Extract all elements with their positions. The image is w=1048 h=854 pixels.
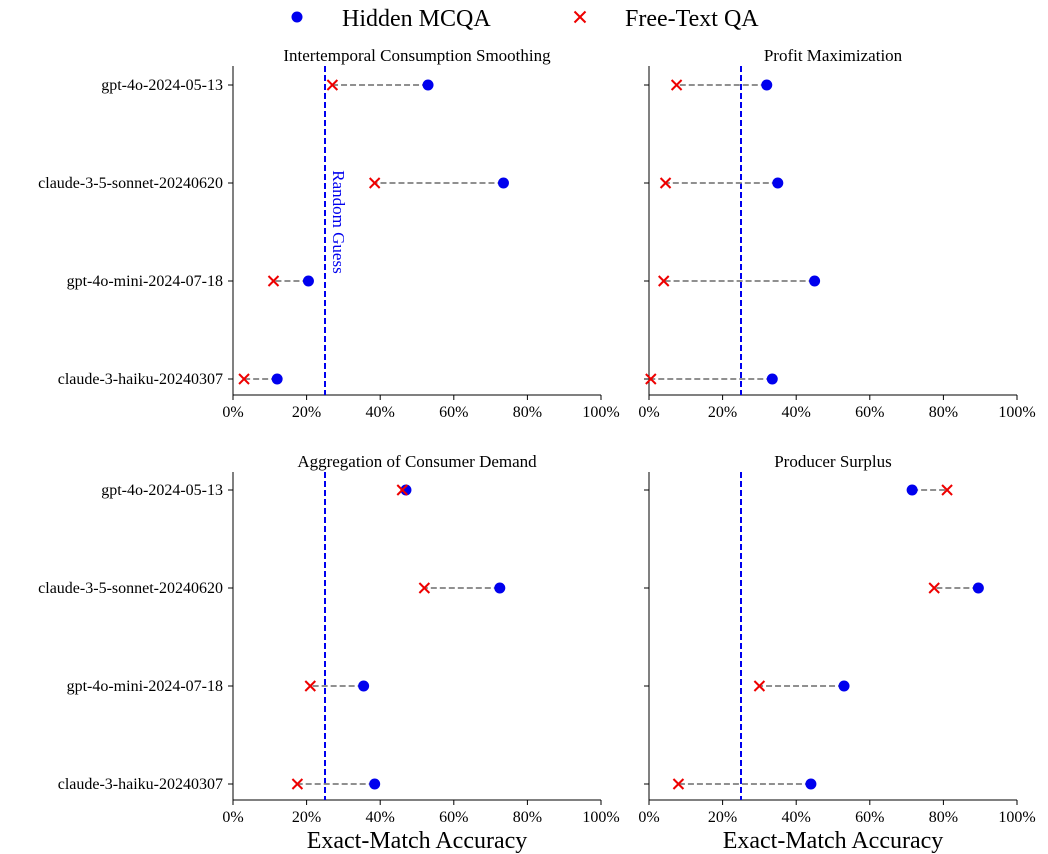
panel-1: Intertemporal Consumption Smoothing 0% 20%… — [38, 46, 620, 421]
point-free-text-qa — [238, 373, 250, 385]
category-label: gpt-4o-mini-2024-07-18 — [67, 273, 223, 290]
point-free-text-qa-stroke — [941, 484, 953, 496]
panel-3: Aggregation of Consumer Demand 0% 20% 40% 60… — [38, 452, 620, 854]
point-hidden-mcqa — [400, 484, 412, 496]
category-label: claude-3-5-sonnet-20240620 — [38, 580, 223, 597]
legend: Hidden MCQA Free-Text QA — [291, 6, 759, 32]
category-label: claude-3-haiku-20240307 — [58, 776, 223, 793]
x-tick-label: 40% — [366, 404, 395, 421]
point-free-text-qa — [645, 373, 657, 385]
x-tick-label: 80% — [929, 809, 958, 826]
point-hidden-mcqa — [906, 484, 918, 496]
panel-2: Profit Maximization 0% 20% 40% 60% 80% 100% — [638, 46, 1035, 421]
point-free-text-qa — [326, 79, 339, 91]
x-tick-label: 20% — [708, 404, 737, 421]
panels: Intertemporal Consumption Smoothing 0% 20%… — [38, 46, 1036, 854]
category-label: gpt-4o-2024-05-13 — [101, 482, 223, 499]
x-tick-label: 80% — [513, 809, 542, 826]
x-tick-label: 60% — [439, 404, 468, 421]
point-free-text-qa — [291, 778, 304, 790]
x-tick-label: 20% — [292, 809, 321, 826]
x-tick-label: 80% — [929, 404, 958, 421]
point-hidden-mcqa — [772, 177, 784, 189]
legend-label-free-text-qa: Free-Text QA — [625, 6, 759, 32]
x-tick-label: 100% — [582, 404, 619, 421]
point-hidden-mcqa — [809, 275, 821, 287]
x-axis-label: Exact-Match Accuracy — [307, 828, 528, 854]
point-free-text-qa-stroke — [670, 79, 683, 91]
point-free-text-qa-stroke — [659, 177, 672, 189]
category-label: gpt-4o-mini-2024-07-18 — [67, 678, 223, 695]
point-free-text-qa-stroke — [672, 778, 685, 790]
x-tick-label: 0% — [638, 809, 659, 826]
random-guess-annotation: Random Guess — [329, 170, 348, 273]
legend-marker-hidden-mcqa — [291, 11, 303, 23]
panel-4: Producer Surplus 0% 20% 40% 60% 80% 100% Exact-… — [638, 452, 1035, 854]
point-hidden-mcqa — [972, 582, 984, 594]
point-free-text-qa — [396, 484, 408, 496]
panel-title: Intertemporal Consumption Smoothing — [283, 46, 551, 65]
point-hidden-mcqa — [422, 79, 434, 91]
x-tick-label: 20% — [708, 809, 737, 826]
point-free-text-qa-stroke — [396, 484, 408, 496]
point-free-text-qa-stroke — [418, 582, 431, 594]
point-hidden-mcqa — [838, 680, 850, 692]
x-axis-label: Exact-Match Accuracy — [723, 828, 944, 854]
point-free-text-qa-stroke — [304, 680, 316, 692]
point-hidden-mcqa — [369, 778, 381, 790]
point-free-text-qa-stroke — [238, 373, 250, 385]
x-tick-label: 100% — [998, 404, 1035, 421]
x-tick-label: 60% — [855, 809, 884, 826]
point-free-text-qa — [368, 177, 381, 189]
category-label: claude-3-5-sonnet-20240620 — [38, 175, 223, 192]
point-free-text-qa — [928, 582, 940, 594]
x-tick-label: 100% — [998, 809, 1035, 826]
point-free-text-qa-stroke — [291, 778, 304, 790]
x-tick-label: 80% — [513, 404, 542, 421]
panel-title: Aggregation of Consumer Demand — [297, 452, 537, 471]
point-free-text-qa-stroke — [368, 177, 381, 189]
point-free-text-qa-stroke — [753, 680, 766, 692]
legend-marker-free-text-qa — [573, 10, 587, 24]
x-tick-label: 0% — [638, 404, 659, 421]
point-hidden-mcqa — [302, 275, 314, 287]
x-tick-label: 60% — [439, 809, 468, 826]
point-free-text-qa — [670, 79, 683, 91]
x-tick-label: 0% — [222, 809, 243, 826]
point-free-text-qa — [672, 778, 685, 790]
panel-title: Profit Maximization — [764, 46, 903, 65]
point-hidden-mcqa — [358, 680, 370, 692]
x-tick-label: 0% — [222, 404, 243, 421]
point-hidden-mcqa — [761, 79, 773, 91]
point-free-text-qa — [304, 680, 316, 692]
x-tick-label: 40% — [782, 404, 811, 421]
point-hidden-mcqa — [766, 373, 778, 385]
point-free-text-qa-stroke — [326, 79, 339, 91]
point-free-text-qa-stroke — [645, 373, 657, 385]
x-tick-label: 60% — [855, 404, 884, 421]
category-label: claude-3-haiku-20240307 — [58, 371, 223, 388]
point-free-text-qa — [658, 275, 670, 287]
point-free-text-qa-stroke — [658, 275, 670, 287]
point-free-text-qa — [418, 582, 431, 594]
x-tick-label: 40% — [782, 809, 811, 826]
point-free-text-qa — [941, 484, 953, 496]
panel-title: Producer Surplus — [774, 452, 892, 471]
point-free-text-qa-stroke — [928, 582, 940, 594]
point-free-text-qa-stroke — [267, 275, 280, 287]
point-free-text-qa — [659, 177, 672, 189]
point-hidden-mcqa — [805, 778, 817, 790]
x-tick-label: 40% — [366, 809, 395, 826]
point-hidden-mcqa — [271, 373, 283, 385]
x-tick-label: 20% — [292, 404, 321, 421]
point-hidden-mcqa — [494, 582, 506, 594]
category-label: gpt-4o-2024-05-13 — [101, 77, 223, 94]
point-free-text-qa — [753, 680, 766, 692]
point-free-text-qa — [267, 275, 280, 287]
legend-label-hidden-mcqa: Hidden MCQA — [342, 6, 491, 32]
x-tick-label: 100% — [582, 809, 619, 826]
point-hidden-mcqa — [497, 177, 509, 189]
